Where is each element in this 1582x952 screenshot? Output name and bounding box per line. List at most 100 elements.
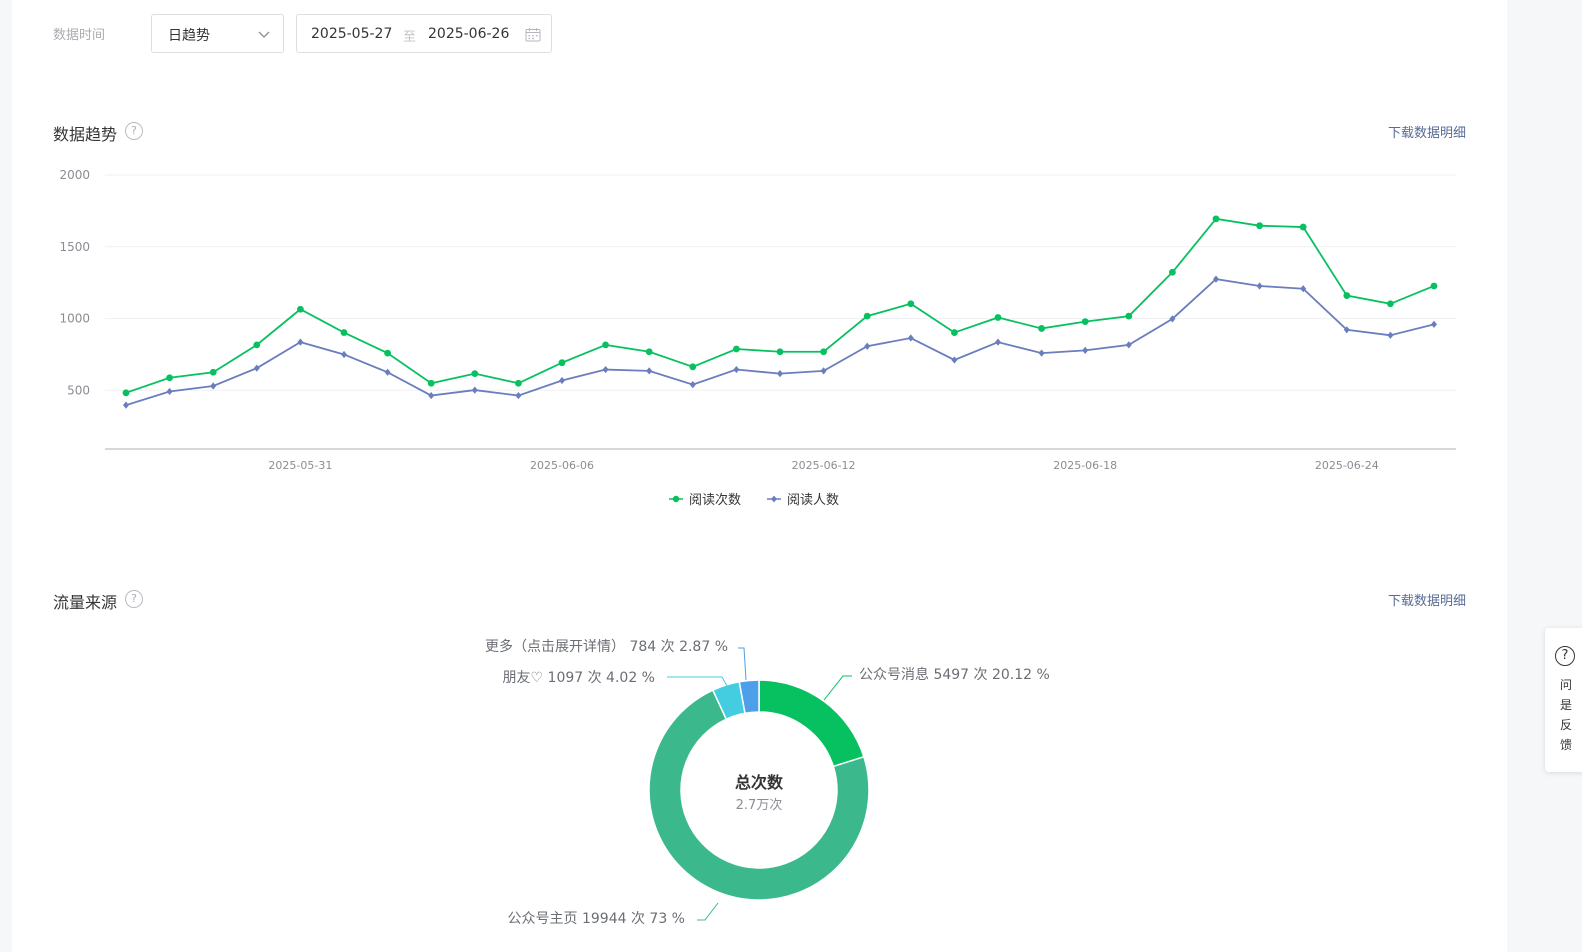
data-point xyxy=(1430,282,1438,290)
donut-slice-label: 更多（点击展开详情） 784 次 2.87 % xyxy=(485,638,728,655)
y-tick-label: 1500 xyxy=(59,240,90,254)
data-point xyxy=(907,334,914,342)
data-point xyxy=(1343,326,1350,334)
data-point xyxy=(951,356,958,364)
data-point xyxy=(1213,275,1219,283)
data-point xyxy=(1212,215,1220,223)
y-tick-label: 500 xyxy=(67,383,90,397)
traffic-section-title: 流量来源 xyxy=(53,593,118,612)
date-end[interactable]: 2025-06-26 xyxy=(428,26,510,42)
donut-slice-label: 公众号主页 19944 次 73 % xyxy=(508,911,685,927)
x-tick-label: 2025-06-24 xyxy=(1315,459,1379,472)
data-point xyxy=(646,367,653,375)
data-point xyxy=(209,368,217,376)
donut-slice xyxy=(738,679,760,715)
data-point xyxy=(210,382,217,390)
data-point xyxy=(1387,331,1394,339)
data-point xyxy=(471,386,478,394)
donut-leader-line xyxy=(823,675,852,701)
series-line xyxy=(125,217,1435,394)
series-line xyxy=(125,278,1435,407)
chevron-down-icon xyxy=(258,31,270,38)
traffic-donut-chart: 总次数 2.7万次 公众号消息 5497 次 20.12 % 公众号主页 19944 … xyxy=(485,638,1050,927)
y-tick-label: 2000 xyxy=(59,168,90,182)
data-point xyxy=(689,381,696,389)
data-point xyxy=(253,364,260,372)
data-point xyxy=(602,341,609,349)
content-panel xyxy=(12,0,1507,952)
data-point xyxy=(122,389,130,397)
date-start[interactable]: 2025-05-27 xyxy=(311,26,393,42)
trend-line-chart: 500 1000 1500 2000 2025-05-31 2025-06-06 2025-… xyxy=(59,168,1456,508)
traffic-help-icon[interactable]: ? xyxy=(125,590,143,608)
data-point xyxy=(427,379,435,387)
data-point xyxy=(1169,268,1176,276)
data-point xyxy=(384,349,391,357)
donut-slice xyxy=(648,689,870,901)
donut-slice xyxy=(758,679,865,768)
donut-slice-label: 朋友♡ 1097 次 4.02 % xyxy=(503,670,655,686)
data-point xyxy=(645,348,653,356)
data-point xyxy=(602,365,609,374)
feedback-side-card[interactable]: ? 问 是 反 馈 xyxy=(1545,628,1582,772)
data-point xyxy=(1256,282,1263,290)
x-tick-label: 2025-06-06 xyxy=(530,459,594,472)
data-point xyxy=(515,391,522,400)
data-point xyxy=(995,338,1001,346)
data-point xyxy=(733,345,740,353)
trend-section-title: 数据趋势 xyxy=(53,125,118,144)
trend-download-link[interactable]: 下载数据明细 xyxy=(1387,126,1466,141)
x-tick-label: 2025-05-31 xyxy=(268,459,332,472)
donut-leader-line xyxy=(667,676,728,687)
calendar-icon[interactable] xyxy=(525,27,541,42)
traffic-download-link[interactable]: 下载数据明细 xyxy=(1387,594,1466,609)
data-point xyxy=(471,370,479,378)
data-point xyxy=(951,329,958,336)
side-card-line: 问 xyxy=(1560,678,1573,692)
donut-center-value: 2.7万次 xyxy=(736,797,783,813)
data-point xyxy=(1038,325,1045,332)
data-point xyxy=(864,342,871,350)
x-tick-label: 2025-06-18 xyxy=(1053,459,1117,472)
data-point xyxy=(1125,341,1132,349)
question-icon: ? xyxy=(1555,646,1575,666)
data-point xyxy=(428,391,435,400)
data-point xyxy=(863,312,871,320)
date-range-picker[interactable]: 2025-05-27 至 2025-06-26 xyxy=(296,14,552,53)
data-point xyxy=(384,368,391,376)
legend-label: 阅读次数 xyxy=(689,492,741,508)
data-point xyxy=(297,305,304,313)
data-point xyxy=(341,350,347,359)
granularity-select[interactable]: 日趋势 xyxy=(151,14,284,53)
side-card-line: 反 xyxy=(1560,718,1573,732)
data-point xyxy=(1081,318,1089,325)
data-point xyxy=(515,379,522,387)
donut-slice-label: 公众号消息 5497 次 20.12 % xyxy=(859,666,1050,683)
data-point xyxy=(994,314,1002,321)
data-point xyxy=(558,359,566,367)
data-point xyxy=(1387,300,1394,308)
data-point xyxy=(1256,222,1263,230)
legend-label: 阅读人数 xyxy=(787,493,839,508)
data-point xyxy=(1431,320,1437,328)
data-point xyxy=(123,401,129,409)
trend-help-icon[interactable]: ? xyxy=(125,122,143,140)
data-point xyxy=(907,300,915,308)
y-tick-label: 1000 xyxy=(59,312,90,326)
data-point xyxy=(1299,223,1307,231)
data-point xyxy=(820,367,827,375)
data-point xyxy=(253,341,261,349)
donut-leader-line xyxy=(738,647,747,681)
granularity-value: 日趋势 xyxy=(168,28,210,44)
data-point xyxy=(166,387,173,396)
donut-center-title: 总次数 xyxy=(735,773,784,792)
data-point xyxy=(559,376,565,385)
data-point xyxy=(776,348,784,356)
donut-leader-line xyxy=(697,902,719,921)
x-tick-label: 2025-06-12 xyxy=(792,459,856,472)
date-filter-label: 数据时间 xyxy=(53,28,106,43)
legend-marker xyxy=(771,495,777,503)
data-point xyxy=(340,329,348,336)
side-card-line: 是 xyxy=(1560,698,1573,712)
data-point xyxy=(777,370,783,378)
